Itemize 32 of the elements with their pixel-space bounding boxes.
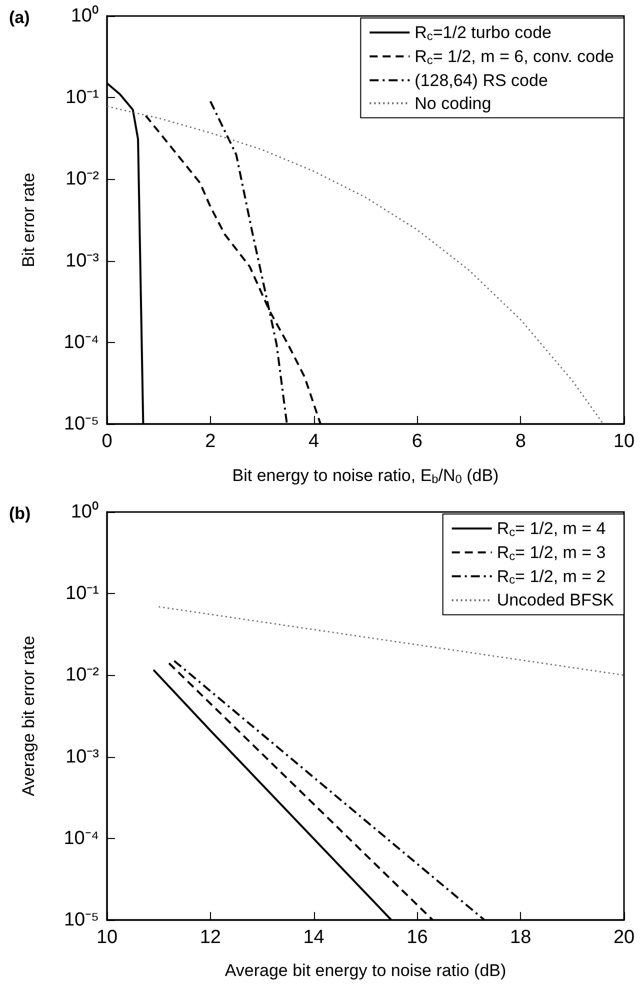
y-tick-label: 10⁻³ [66,746,99,768]
y-tick-label: 10⁻² [66,664,99,686]
x-tick-label: 18 [510,927,532,948]
chart-title: (b) [9,504,31,523]
x-tick-label: 2 [205,431,216,452]
y-tick-label: 10⁻⁴ [64,332,99,353]
x-tick-label: 8 [515,431,526,452]
y-tick-label: 10⁻² [66,168,99,190]
x-tick-label: 16 [406,927,428,948]
legend-label: Uncoded BFSK [496,590,615,610]
chart-title: (a) [9,8,30,27]
x-tick-label: 12 [200,927,221,948]
y-tick-label: 10⁻¹ [66,583,99,604]
x-axis-title: Average bit energy to noise ratio (dB) [224,961,506,980]
x-tick-label: 14 [303,927,325,948]
y-tick-label: 10⁻³ [66,250,99,272]
x-tick-label: 10 [96,927,118,948]
y-tick-label: 10⁻¹ [66,87,99,108]
y-tick-label: 10⁻⁵ [64,910,99,930]
legend-label: (128,64) RS code [414,70,548,90]
y-tick-label: 10⁰ [70,4,99,26]
y-tick-label: 10⁰ [70,500,99,522]
x-tick-label: 6 [412,431,422,452]
x-tick-label: 10 [613,431,635,452]
x-tick-label: 0 [102,431,112,452]
x-tick-label: 20 [613,927,635,948]
legend-label: No coding [414,94,492,113]
y-tick-label: 10⁻⁵ [64,414,99,434]
y-tick-label: 10⁻⁴ [64,828,99,849]
x-tick-label: 4 [308,431,320,452]
y-axis-title: Average bit error rate [19,636,38,796]
y-axis-title: Bit error rate [19,172,38,268]
